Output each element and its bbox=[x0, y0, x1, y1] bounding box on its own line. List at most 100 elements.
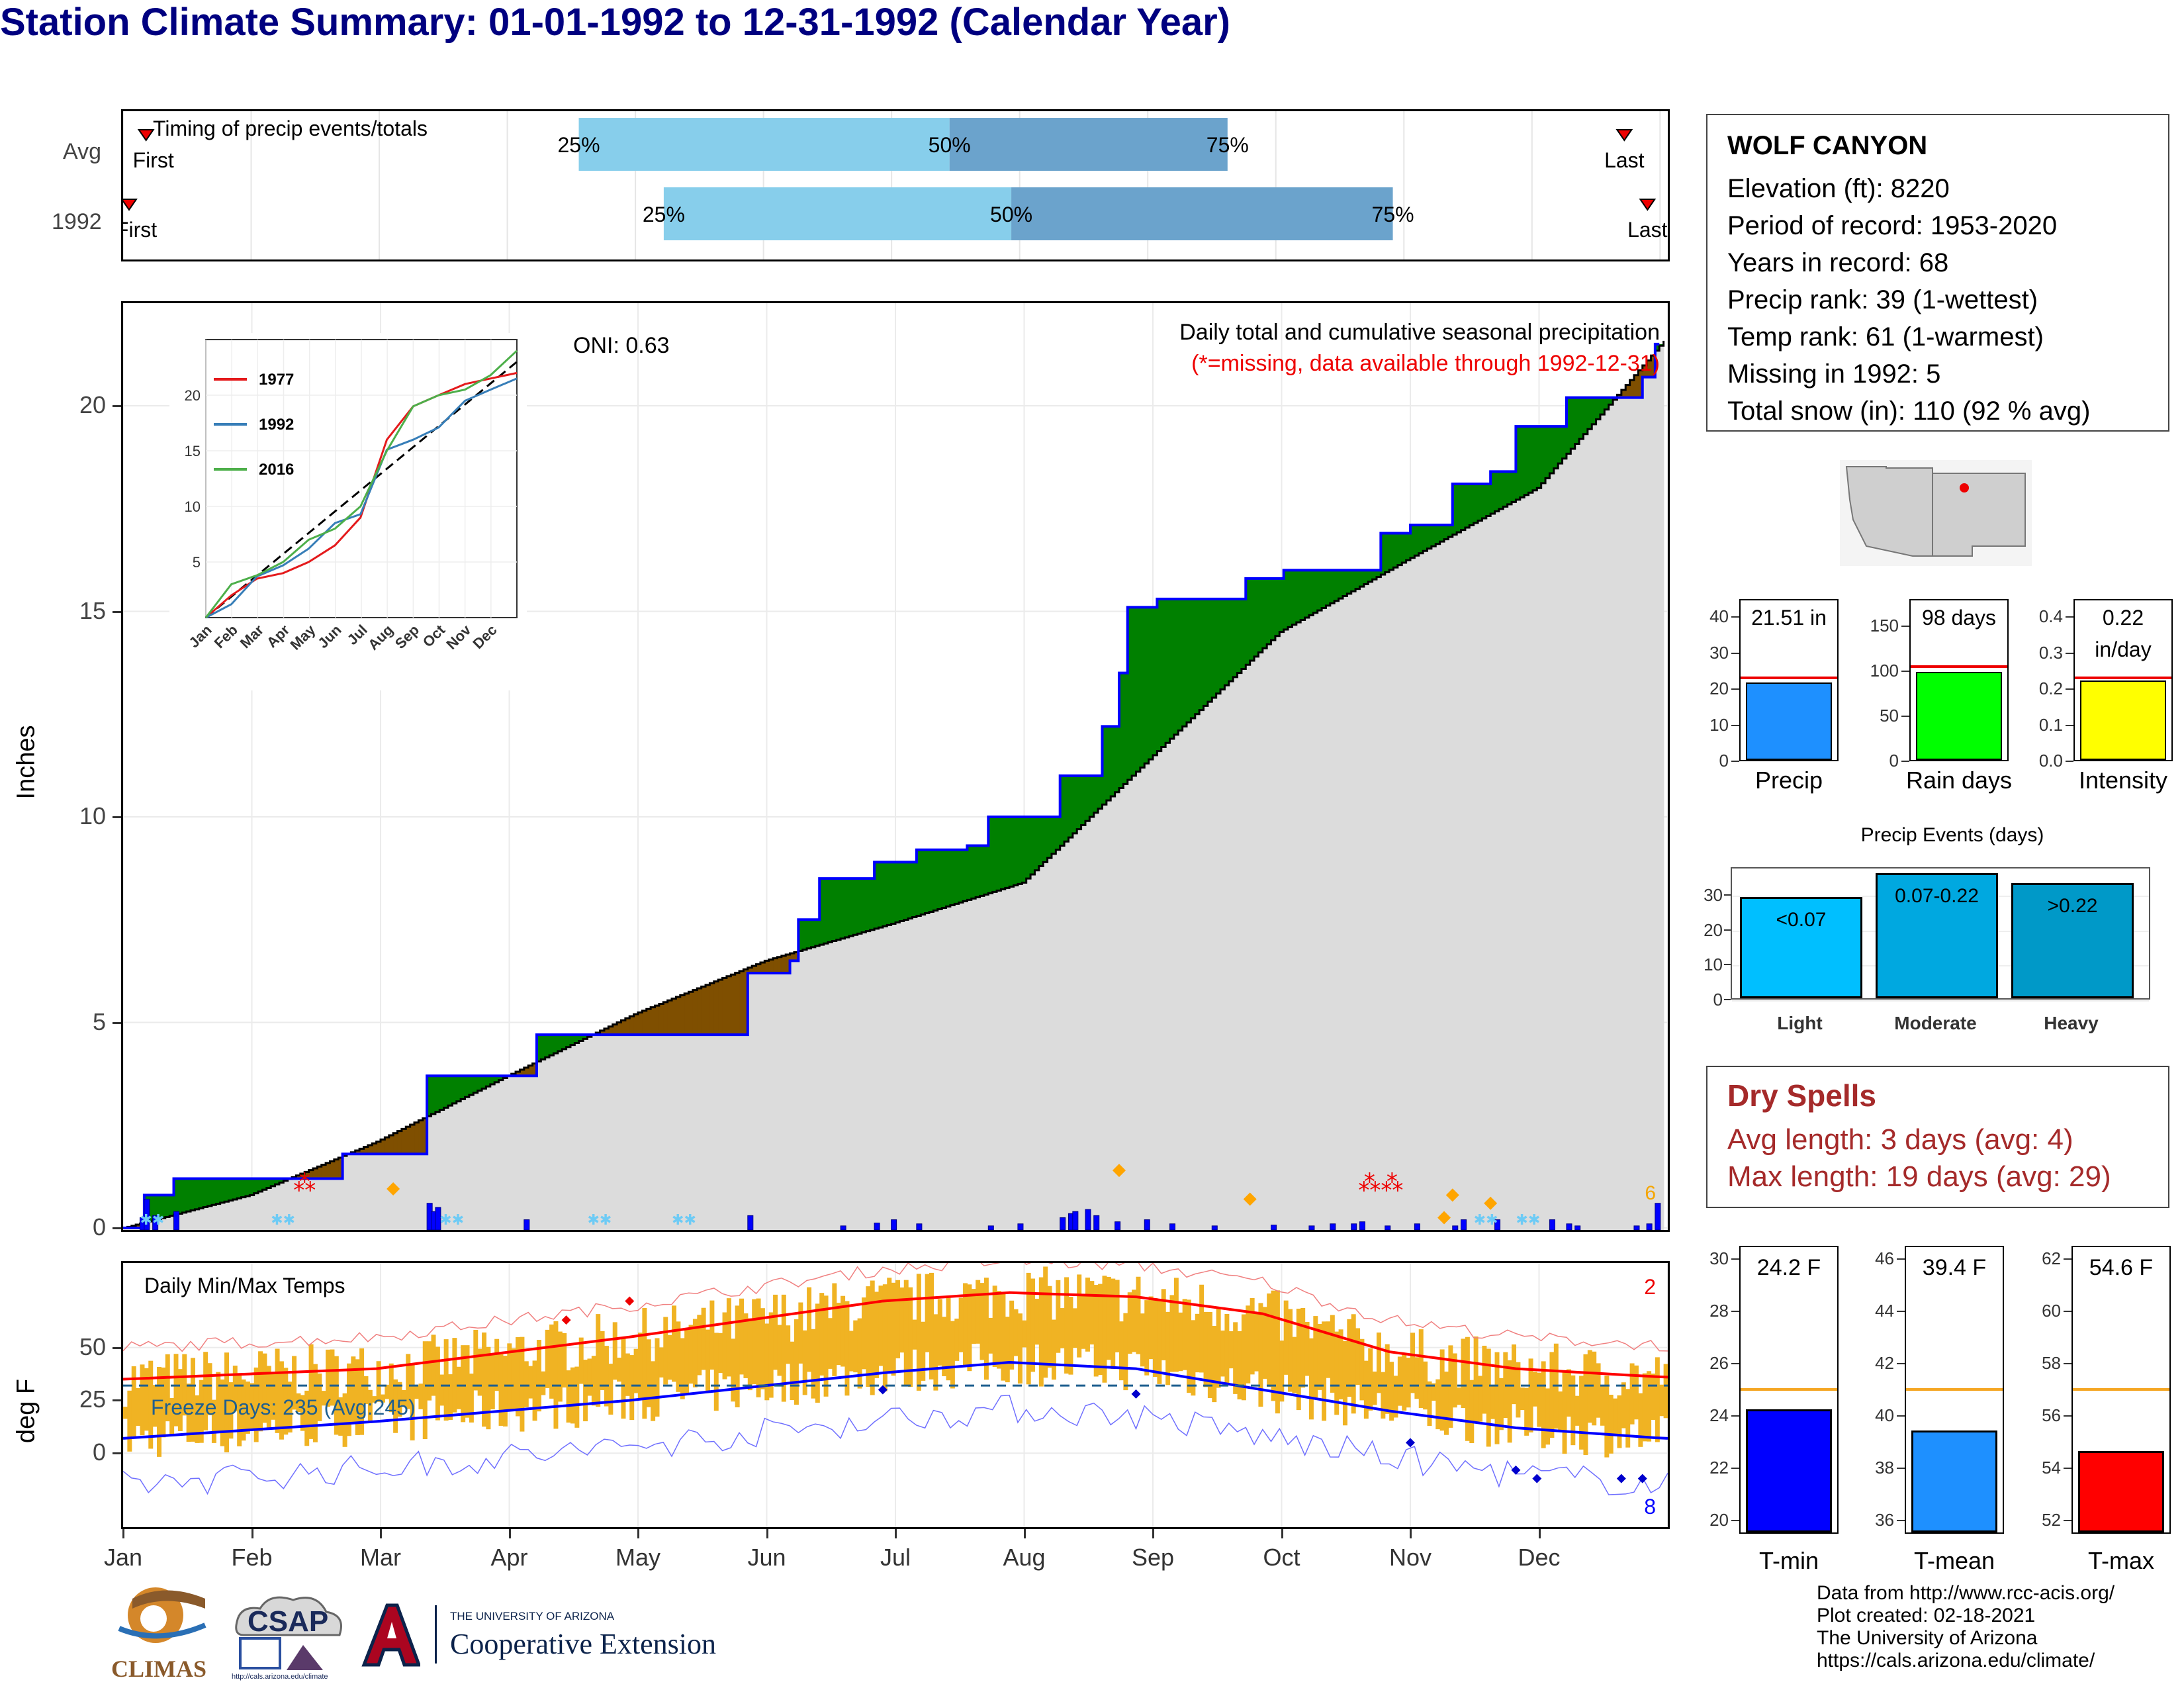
daily-precip-bar bbox=[987, 1225, 994, 1230]
daily-temp-bar bbox=[520, 1336, 525, 1432]
daily-temp-bar bbox=[1203, 1311, 1208, 1387]
cumulative-fill bbox=[191, 1210, 196, 1230]
temp-bar-value: 24.2 F bbox=[1756, 1255, 1821, 1280]
daily-temp-bar bbox=[731, 1338, 736, 1402]
daily-temp-bar bbox=[1013, 1309, 1019, 1356]
precip-diff-fill bbox=[401, 1129, 407, 1154]
missing-days: Missing in 1992: 5 bbox=[1727, 359, 1941, 389]
cumulative-fill bbox=[823, 943, 829, 1230]
cumulative-fill bbox=[676, 1035, 681, 1230]
daily-temp-bar bbox=[473, 1329, 478, 1391]
daily-precip-bar bbox=[874, 1223, 880, 1230]
daily-temp-bar bbox=[963, 1283, 968, 1366]
precip-diff-fill bbox=[1444, 525, 1449, 539]
precip-diff-fill bbox=[578, 1035, 584, 1041]
precip-diff-fill bbox=[861, 878, 867, 933]
daily-temp-bar bbox=[1060, 1308, 1065, 1348]
cumulative-fill bbox=[1418, 553, 1424, 1230]
precip-diff-fill bbox=[1638, 370, 1643, 398]
cumulative-fill bbox=[1507, 504, 1512, 1230]
daily-precip-bar bbox=[1566, 1223, 1572, 1230]
cumulative-fill bbox=[1001, 889, 1006, 1230]
credit-line: The University of Arizona bbox=[1817, 1627, 2038, 1649]
daily-temp-bar bbox=[258, 1351, 263, 1432]
precip-diff-fill bbox=[237, 1178, 242, 1199]
daily-temp-bar bbox=[811, 1329, 816, 1399]
precip-diff-fill bbox=[1047, 817, 1052, 859]
daily-temp-bar bbox=[296, 1393, 301, 1413]
precip-diff-fill bbox=[1118, 673, 1124, 788]
precip-diff-fill bbox=[385, 1137, 390, 1154]
daily-temp-bar bbox=[300, 1395, 305, 1431]
cumulative-fill bbox=[646, 1035, 651, 1230]
cumulative-fill bbox=[1317, 610, 1322, 1230]
cumulative-fill bbox=[1351, 591, 1356, 1230]
temp-bar-avg-line bbox=[1741, 1388, 1837, 1391]
daily-temp-bar bbox=[161, 1367, 166, 1438]
last-label: Last bbox=[1627, 218, 1668, 242]
daily-temp-bar bbox=[1140, 1313, 1145, 1367]
precip-diff-fill bbox=[1549, 426, 1555, 474]
daily-temp-bar bbox=[798, 1302, 803, 1364]
cumulative-fill bbox=[1283, 629, 1289, 1230]
temp-bar-frame: 54.6 F bbox=[2071, 1246, 2171, 1534]
precip-diff-fill bbox=[659, 1004, 664, 1035]
snow-marker: ✱✱ bbox=[587, 1211, 612, 1228]
temp-bar-tick bbox=[1897, 1468, 1905, 1470]
daily-temp-bar bbox=[1313, 1316, 1318, 1398]
daily-temp-bar bbox=[545, 1329, 550, 1388]
precip-diff-fill bbox=[663, 1002, 668, 1035]
cumulative-fill bbox=[1503, 506, 1508, 1230]
precip-diff-fill bbox=[296, 1175, 301, 1179]
temp-ytick bbox=[113, 1452, 121, 1455]
daily-temp-bar bbox=[1448, 1345, 1453, 1428]
daily-temp-bar bbox=[207, 1363, 212, 1415]
cumulative-fill bbox=[1439, 541, 1445, 1230]
precip-diff-fill bbox=[1030, 817, 1036, 874]
daily-temp-bar bbox=[992, 1286, 997, 1367]
precip-diff-fill bbox=[523, 1067, 529, 1076]
daily-temp-bar bbox=[882, 1284, 887, 1391]
daily-temp-bar bbox=[937, 1299, 942, 1366]
stat-bar-tick bbox=[1901, 670, 1909, 672]
daily-temp-bar bbox=[1246, 1305, 1251, 1383]
precip-diff-fill bbox=[786, 955, 791, 973]
cumulative-fill bbox=[1482, 518, 1487, 1230]
cumulative-fill bbox=[473, 1092, 478, 1230]
daily-temp-bar bbox=[401, 1389, 406, 1407]
precip-diff-fill bbox=[1347, 570, 1352, 594]
precip-diff-fill bbox=[1385, 533, 1390, 573]
temp-bar-fill bbox=[2078, 1451, 2164, 1532]
daily-precip-bar bbox=[152, 1215, 159, 1230]
cumulative-fill bbox=[815, 946, 821, 1230]
daily-temp-bar bbox=[743, 1313, 749, 1378]
precip-diff-fill bbox=[1199, 598, 1205, 710]
precip-diff-fill bbox=[443, 1076, 449, 1108]
daily-temp-bar bbox=[304, 1390, 310, 1446]
daily-precip-bar bbox=[523, 1219, 530, 1230]
inset-ytick-label: 5 bbox=[193, 554, 201, 571]
cumulative-fill bbox=[541, 1059, 546, 1230]
cumulative-fill bbox=[1017, 884, 1023, 1230]
cumulative-fill bbox=[317, 1178, 322, 1230]
daily-temp-bar bbox=[866, 1286, 871, 1387]
cumulative-fill bbox=[976, 897, 981, 1230]
daily-temp-bar bbox=[275, 1348, 280, 1433]
cumulative-fill bbox=[1629, 397, 1635, 1230]
precip-diff-fill bbox=[1359, 570, 1365, 587]
daily-temp-bar bbox=[566, 1370, 571, 1423]
precip-diff-fill bbox=[136, 1225, 141, 1228]
cumulative-fill bbox=[1549, 473, 1555, 1230]
cumulative-fill bbox=[1313, 612, 1318, 1230]
daily-temp-bar bbox=[1165, 1311, 1171, 1385]
precip-diff-fill bbox=[220, 1178, 225, 1203]
daily-temp-bar bbox=[1228, 1331, 1234, 1369]
inset-chart: 5 10 15 20 1977 1992 2016 Jan Feb Mar Apr May Jun Jul… bbox=[169, 333, 527, 690]
temp-bar-tick-label: 36 bbox=[1875, 1510, 1894, 1530]
record-low-marker bbox=[878, 1385, 887, 1395]
precip-diff-fill bbox=[718, 980, 723, 1035]
precip-diff-fill bbox=[1212, 598, 1217, 698]
daily-temp-bar bbox=[536, 1340, 541, 1412]
precip-diff-fill bbox=[1283, 570, 1289, 630]
precip-diff-fill bbox=[1655, 344, 1661, 351]
